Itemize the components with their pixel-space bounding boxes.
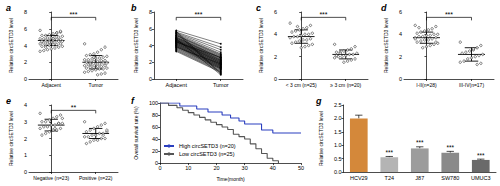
svg-text:0: 0 bbox=[155, 160, 159, 167]
svg-text:Adjacent: Adjacent bbox=[166, 82, 188, 88]
svg-text:20: 20 bbox=[213, 165, 219, 171]
svg-text:III-IV(n=17): III-IV(n=17) bbox=[459, 82, 484, 88]
svg-text:Low circSETD3 (n=25): Low circSETD3 (n=25) bbox=[179, 151, 235, 157]
svg-text:Relative circSETD3 level: Relative circSETD3 level bbox=[8, 111, 14, 166]
svg-text:0: 0 bbox=[24, 76, 27, 82]
svg-text:J87: J87 bbox=[415, 175, 424, 181]
svg-text:a: a bbox=[6, 3, 11, 13]
svg-text:Time(month): Time(month) bbox=[216, 176, 244, 182]
svg-text:***: *** bbox=[446, 144, 454, 151]
svg-text:10: 10 bbox=[185, 165, 191, 171]
svg-text:2: 2 bbox=[274, 54, 277, 60]
svg-text:40: 40 bbox=[152, 136, 158, 142]
svg-text:***: *** bbox=[416, 139, 424, 146]
svg-text:0.5: 0.5 bbox=[334, 156, 342, 162]
svg-text:Relative circSETD3 level: Relative circSETD3 level bbox=[383, 18, 389, 73]
svg-text:***: *** bbox=[194, 11, 202, 18]
svg-text:1.5: 1.5 bbox=[334, 129, 342, 135]
svg-text:High circSETD3 (n=20): High circSETD3 (n=20) bbox=[179, 143, 236, 149]
svg-text:Tumor: Tumor bbox=[213, 82, 229, 88]
svg-text:I-II(n=28): I-II(n=28) bbox=[416, 82, 437, 88]
svg-text:0.0: 0.0 bbox=[334, 169, 342, 175]
svg-text:Adjacent: Adjacent bbox=[41, 82, 61, 88]
svg-text:2: 2 bbox=[24, 59, 27, 65]
svg-text:***: *** bbox=[319, 11, 327, 18]
svg-text:60: 60 bbox=[152, 124, 158, 130]
svg-text:HCV29: HCV29 bbox=[350, 175, 368, 181]
svg-text:0: 0 bbox=[274, 76, 277, 82]
svg-text:T24: T24 bbox=[385, 175, 394, 181]
svg-text:50: 50 bbox=[298, 165, 304, 171]
svg-text:UMUC3: UMUC3 bbox=[471, 175, 491, 181]
svg-text:Positive (n=22): Positive (n=22) bbox=[79, 175, 113, 181]
svg-text:0: 0 bbox=[24, 169, 27, 175]
svg-text:***: *** bbox=[69, 11, 77, 18]
svg-text:3: 3 bbox=[24, 119, 27, 125]
svg-text:0: 0 bbox=[399, 76, 402, 82]
svg-text:2.5: 2.5 bbox=[334, 102, 342, 108]
svg-text:4: 4 bbox=[149, 43, 152, 49]
svg-text:4: 4 bbox=[24, 102, 27, 108]
svg-text:Negative (n=23): Negative (n=23) bbox=[33, 175, 69, 181]
svg-text:Relative circSETD3 level: Relative circSETD3 level bbox=[8, 18, 14, 73]
svg-text:Relative circSETD3 level: Relative circSETD3 level bbox=[133, 18, 139, 73]
svg-text:40: 40 bbox=[270, 165, 276, 171]
svg-text:b: b bbox=[131, 3, 137, 13]
svg-text:***: *** bbox=[477, 152, 485, 159]
svg-text:2.0: 2.0 bbox=[334, 115, 342, 121]
svg-text:100: 100 bbox=[149, 100, 158, 106]
svg-text:80: 80 bbox=[152, 112, 158, 118]
svg-text:6: 6 bbox=[274, 9, 277, 15]
svg-text:4: 4 bbox=[274, 31, 277, 37]
svg-text:6: 6 bbox=[399, 9, 402, 15]
svg-text:***: *** bbox=[385, 149, 393, 156]
svg-text:2: 2 bbox=[149, 59, 152, 65]
svg-text:Relative circSETD3 level: Relative circSETD3 level bbox=[318, 111, 324, 166]
svg-text:d: d bbox=[381, 3, 387, 13]
svg-text:0: 0 bbox=[159, 165, 162, 171]
svg-text:30: 30 bbox=[242, 165, 248, 171]
svg-text:1.0: 1.0 bbox=[334, 142, 342, 148]
svg-text:g: g bbox=[315, 96, 322, 106]
svg-text:2: 2 bbox=[399, 54, 402, 60]
svg-text:Overall survival rate (%): Overall survival rate (%) bbox=[133, 106, 139, 160]
svg-text:4: 4 bbox=[24, 43, 27, 49]
svg-text:SW780: SW780 bbox=[441, 175, 459, 181]
svg-text:6: 6 bbox=[149, 26, 152, 32]
svg-text:**: ** bbox=[71, 104, 77, 111]
svg-text:4: 4 bbox=[399, 31, 402, 37]
svg-text:e: e bbox=[6, 96, 11, 106]
svg-text:≥ 3 cm (n=20): ≥ 3 cm (n=20) bbox=[330, 82, 361, 88]
svg-text:***: *** bbox=[445, 11, 453, 18]
svg-text:0: 0 bbox=[149, 76, 152, 82]
svg-text:6: 6 bbox=[24, 26, 27, 32]
svg-text:2: 2 bbox=[24, 136, 27, 142]
svg-text:f: f bbox=[131, 96, 135, 106]
svg-text:Relative circSETD3 level: Relative circSETD3 level bbox=[258, 18, 264, 73]
svg-text:8: 8 bbox=[149, 9, 152, 15]
svg-text:c: c bbox=[256, 3, 261, 13]
svg-text:< 3 cm (n=25): < 3 cm (n=25) bbox=[286, 82, 317, 88]
svg-text:Tumor: Tumor bbox=[89, 82, 104, 88]
svg-text:20: 20 bbox=[152, 148, 158, 154]
svg-text:1: 1 bbox=[24, 152, 27, 158]
svg-text:8: 8 bbox=[24, 9, 27, 15]
